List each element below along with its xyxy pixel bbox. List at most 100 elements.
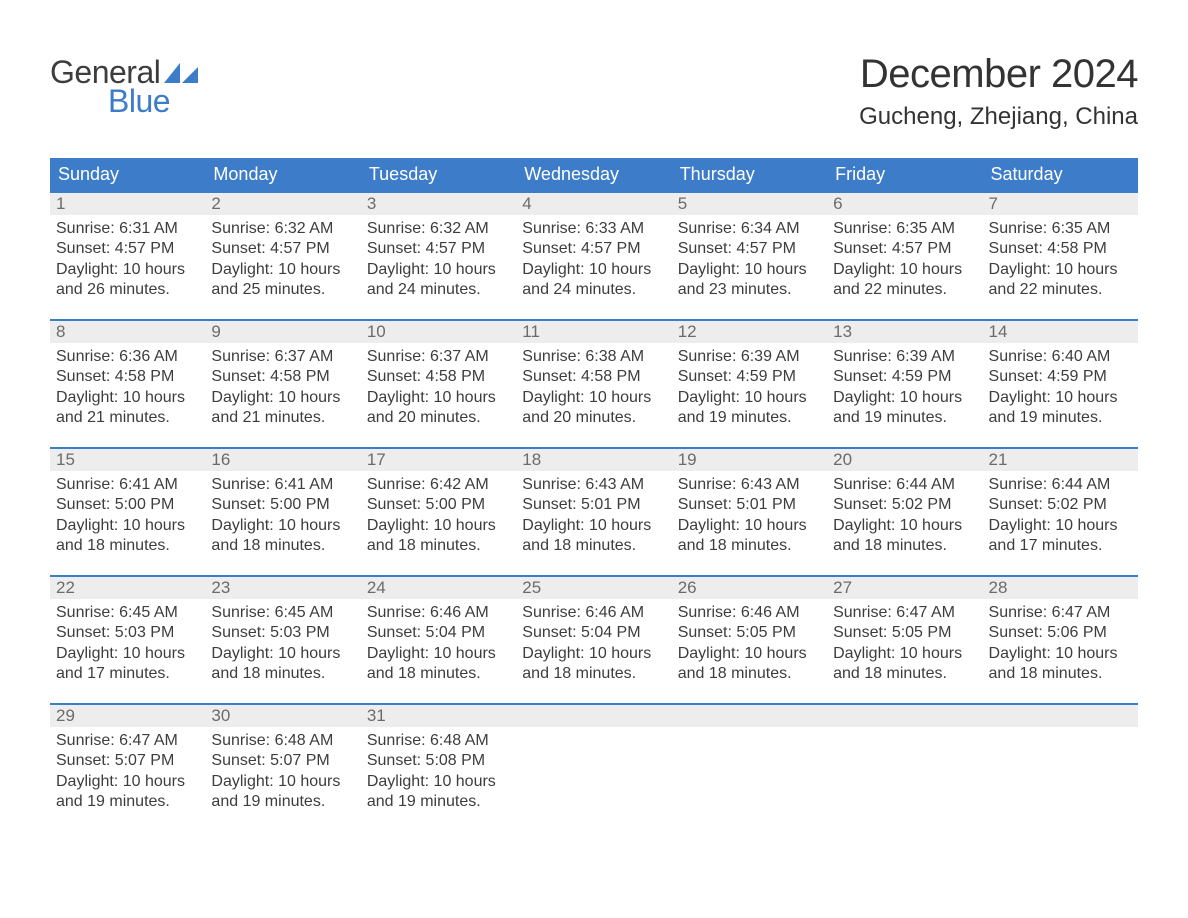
calendar-cell [516,703,671,831]
day-number: 18 [516,447,671,471]
day-sunrise: Sunrise: 6:43 AM [678,475,821,495]
day-number [672,703,827,727]
day-daylight1: Daylight: 10 hours [678,260,821,280]
calendar-cell: 5Sunrise: 6:34 AMSunset: 4:57 PMDaylight… [672,191,827,319]
day-daylight1: Daylight: 10 hours [522,388,665,408]
calendar-header-row: Sunday Monday Tuesday Wednesday Thursday… [50,158,1138,191]
day-daylight2: and 18 minutes. [56,536,199,556]
day-content: Sunrise: 6:44 AMSunset: 5:02 PMDaylight:… [983,471,1138,565]
day-content [983,727,1138,739]
day-daylight1: Daylight: 10 hours [56,260,199,280]
day-sunset: Sunset: 4:57 PM [522,239,665,259]
day-number: 24 [361,575,516,599]
day-daylight2: and 19 minutes. [833,408,976,428]
day-daylight2: and 22 minutes. [833,280,976,300]
day-sunset: Sunset: 4:59 PM [833,367,976,387]
day-sunrise: Sunrise: 6:33 AM [522,219,665,239]
day-number: 28 [983,575,1138,599]
brand-text-blue: Blue [108,87,170,116]
day-daylight1: Daylight: 10 hours [367,260,510,280]
day-content: Sunrise: 6:48 AMSunset: 5:07 PMDaylight:… [205,727,360,821]
day-sunrise: Sunrise: 6:41 AM [56,475,199,495]
day-number: 27 [827,575,982,599]
day-sunset: Sunset: 4:59 PM [678,367,821,387]
day-daylight1: Daylight: 10 hours [56,388,199,408]
calendar-table: Sunday Monday Tuesday Wednesday Thursday… [50,158,1138,831]
calendar-cell: 9Sunrise: 6:37 AMSunset: 4:58 PMDaylight… [205,319,360,447]
day-daylight2: and 19 minutes. [989,408,1132,428]
day-content: Sunrise: 6:43 AMSunset: 5:01 PMDaylight:… [516,471,671,565]
day-content: Sunrise: 6:35 AMSunset: 4:57 PMDaylight:… [827,215,982,309]
day-content: Sunrise: 6:47 AMSunset: 5:06 PMDaylight:… [983,599,1138,693]
day-daylight2: and 26 minutes. [56,280,199,300]
day-daylight1: Daylight: 10 hours [989,260,1132,280]
header: December 2024 Gucheng, Zhejiang, China [859,52,1138,131]
day-daylight1: Daylight: 10 hours [678,516,821,536]
day-sunset: Sunset: 5:07 PM [211,751,354,771]
day-number: 19 [672,447,827,471]
day-daylight2: and 19 minutes. [56,792,199,812]
day-sunrise: Sunrise: 6:32 AM [367,219,510,239]
day-sunset: Sunset: 4:58 PM [989,239,1132,259]
day-sunrise: Sunrise: 6:45 AM [211,603,354,623]
day-daylight1: Daylight: 10 hours [989,644,1132,664]
calendar-cell: 23Sunrise: 6:45 AMSunset: 5:03 PMDayligh… [205,575,360,703]
day-number: 15 [50,447,205,471]
day-content: Sunrise: 6:39 AMSunset: 4:59 PMDaylight:… [827,343,982,437]
day-sunset: Sunset: 4:58 PM [522,367,665,387]
day-content: Sunrise: 6:31 AMSunset: 4:57 PMDaylight:… [50,215,205,309]
col-tuesday: Tuesday [361,158,516,191]
day-content: Sunrise: 6:47 AMSunset: 5:07 PMDaylight:… [50,727,205,821]
day-number: 8 [50,319,205,343]
calendar-cell: 6Sunrise: 6:35 AMSunset: 4:57 PMDaylight… [827,191,982,319]
day-content [672,727,827,739]
calendar-cell: 10Sunrise: 6:37 AMSunset: 4:58 PMDayligh… [361,319,516,447]
col-wednesday: Wednesday [516,158,671,191]
calendar-cell: 3 Sunrise: 6:32 AMSunset: 4:57 PMDaylight… [361,191,516,319]
day-sunrise: Sunrise: 6:45 AM [56,603,199,623]
day-sunset: Sunset: 5:07 PM [56,751,199,771]
calendar-cell: 26Sunrise: 6:46 AMSunset: 5:05 PMDayligh… [672,575,827,703]
day-sunset: Sunset: 4:57 PM [367,239,510,259]
day-content: Sunrise: 6:46 AMSunset: 5:05 PMDaylight:… [672,599,827,693]
day-daylight2: and 22 minutes. [989,280,1132,300]
day-sunset: Sunset: 5:08 PM [367,751,510,771]
day-daylight2: and 18 minutes. [367,664,510,684]
calendar-cell: 8Sunrise: 6:36 AMSunset: 4:58 PMDaylight… [50,319,205,447]
day-sunset: Sunset: 5:04 PM [367,623,510,643]
day-daylight2: and 21 minutes. [211,408,354,428]
calendar-cell: 21Sunrise: 6:44 AMSunset: 5:02 PMDayligh… [983,447,1138,575]
day-sunrise: Sunrise: 6:39 AM [833,347,976,367]
day-daylight1: Daylight: 10 hours [367,644,510,664]
day-sunrise: Sunrise: 6:31 AM [56,219,199,239]
day-content [516,727,671,739]
day-sunset: Sunset: 4:57 PM [833,239,976,259]
calendar-cell: 16Sunrise: 6:41 AMSunset: 5:00 PMDayligh… [205,447,360,575]
day-daylight1: Daylight: 10 hours [522,516,665,536]
day-sunrise: Sunrise: 6:47 AM [56,731,199,751]
day-daylight2: and 18 minutes. [833,536,976,556]
day-daylight2: and 24 minutes. [522,280,665,300]
day-daylight2: and 25 minutes. [211,280,354,300]
day-daylight1: Daylight: 10 hours [989,388,1132,408]
day-daylight2: and 18 minutes. [678,664,821,684]
calendar-cell: 18Sunrise: 6:43 AMSunset: 5:01 PMDayligh… [516,447,671,575]
day-daylight2: and 19 minutes. [211,792,354,812]
location-text: Gucheng, Zhejiang, China [859,103,1138,131]
calendar-cell: 17Sunrise: 6:42 AMSunset: 5:00 PMDayligh… [361,447,516,575]
day-sunset: Sunset: 5:05 PM [678,623,821,643]
day-sunset: Sunset: 5:00 PM [367,495,510,515]
day-content: Sunrise: 6:36 AMSunset: 4:58 PMDaylight:… [50,343,205,437]
calendar-cell: 28Sunrise: 6:47 AMSunset: 5:06 PMDayligh… [983,575,1138,703]
day-content: Sunrise: 6:48 AMSunset: 5:08 PMDaylight:… [361,727,516,821]
calendar-cell: 24Sunrise: 6:46 AMSunset: 5:04 PMDayligh… [361,575,516,703]
day-sunrise: Sunrise: 6:46 AM [522,603,665,623]
calendar-cell: 4Sunrise: 6:33 AMSunset: 4:57 PMDaylight… [516,191,671,319]
day-number: 3 [361,191,516,215]
day-content: Sunrise: 6:45 AMSunset: 5:03 PMDaylight:… [205,599,360,693]
day-number: 29 [50,703,205,727]
day-daylight2: and 18 minutes. [522,536,665,556]
day-number: 7 [983,191,1138,215]
day-content: Sunrise: 6:41 AMSunset: 5:00 PMDaylight:… [205,471,360,565]
day-sunrise: Sunrise: 6:43 AM [522,475,665,495]
